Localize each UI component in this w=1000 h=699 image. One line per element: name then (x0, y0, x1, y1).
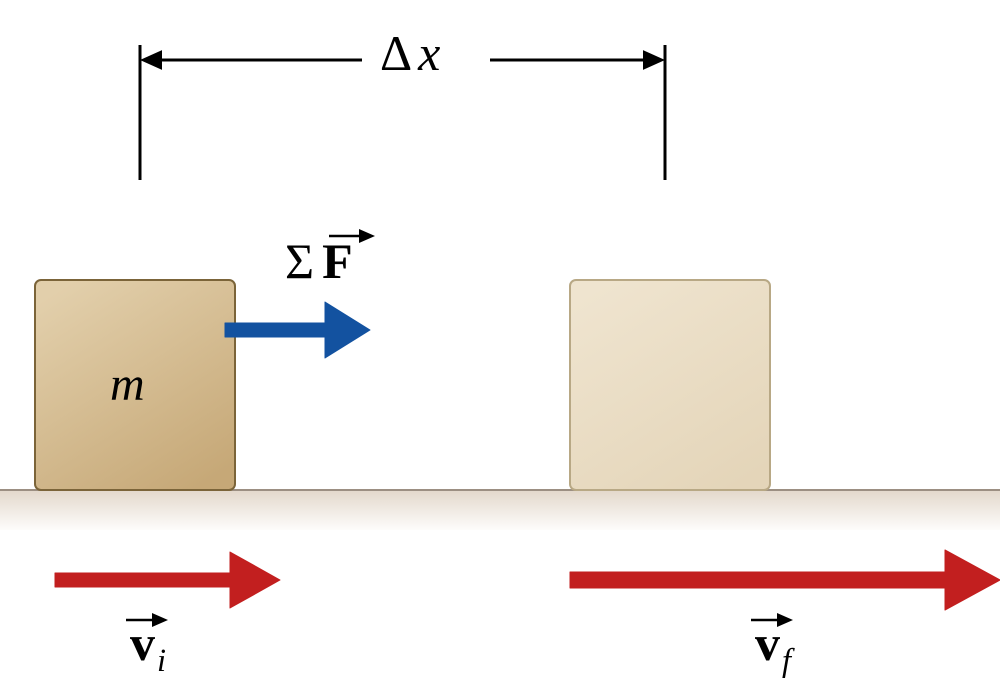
dimension-label: Δx (380, 25, 440, 81)
mass-label: m (110, 358, 145, 411)
block-final (570, 280, 770, 490)
ground-surface (0, 490, 1000, 530)
